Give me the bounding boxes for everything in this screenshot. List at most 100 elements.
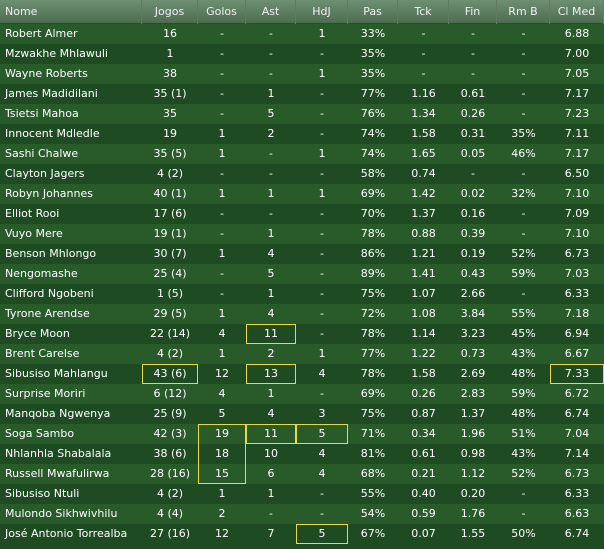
- player-name[interactable]: Robyn Johannes: [5, 187, 93, 200]
- table-row[interactable]: Innocent Mdledle 19 1 2 - 74% 1.58 0.31 35% 7.11: [0, 124, 604, 144]
- stat-clmed: 6.67: [564, 347, 590, 360]
- column-header-jogos[interactable]: Jogos: [142, 0, 198, 24]
- player-name[interactable]: Sibusiso Mahlangu: [5, 367, 108, 380]
- table-row[interactable]: Nhlanhla Shabalala 38 (6) 18 10 4 81% 0.61 0.98…: [0, 444, 604, 464]
- stat-ast: 7: [267, 527, 275, 540]
- stat-rmb: -: [521, 227, 526, 240]
- table-row[interactable]: Robyn Johannes 40 (1) 1 1 1 69% 1.42 0.02 32% 7.1…: [0, 184, 604, 204]
- stat-hdj: 1: [318, 147, 326, 160]
- table-row[interactable]: Elliot Rooi 17 (6) - - - 70% 1.37 0.16 - 7.09: [0, 204, 604, 224]
- column-header-name[interactable]: Nome: [0, 0, 142, 24]
- player-name[interactable]: James Madidilani: [5, 87, 98, 100]
- stat-pas: 70%: [360, 207, 386, 220]
- player-name[interactable]: Mzwakhe Mhlawuli: [5, 47, 108, 60]
- player-name[interactable]: Vuyo Mere: [5, 227, 63, 240]
- player-name[interactable]: Soga Sambo: [5, 427, 75, 440]
- stat-hdj: -: [320, 107, 324, 120]
- player-name[interactable]: Sashi Chalwe: [5, 147, 79, 160]
- stat-rmb: 35%: [511, 127, 536, 140]
- table-row[interactable]: Wayne Roberts 38 - - 1 35% - - - 7.05: [0, 64, 604, 84]
- player-name[interactable]: Bryce Moon: [5, 327, 70, 340]
- stat-fin: -: [471, 167, 475, 180]
- player-name[interactable]: Benson Mhlongo: [5, 247, 97, 260]
- table-row[interactable]: Tsietsi Mahoa 35 - 5 - 76% 1.34 0.26 - 7.23: [0, 104, 604, 124]
- player-name[interactable]: Elliot Rooi: [5, 207, 60, 220]
- table-row[interactable]: Brent Carelse 4 (2) 1 2 1 77% 1.22 0.73 43% 6.67: [0, 344, 604, 364]
- stat-clmed: 7.18: [564, 307, 590, 320]
- table-row[interactable]: Mzwakhe Mhlawuli 1 - - - 35% - - - 7.00: [0, 44, 604, 64]
- column-header-clmed[interactable]: Cl Med: [550, 0, 604, 24]
- table-row[interactable]: Vuyo Mere 19 (1) - 1 - 78% 0.88 0.39 - 7.10: [0, 224, 604, 244]
- player-name[interactable]: Nhlanhla Shabalala: [5, 447, 112, 460]
- stat-clmed: 6.88: [564, 27, 590, 40]
- stat-jogos: 40 (1): [153, 187, 187, 200]
- stat-clmed: 7.14: [564, 447, 590, 460]
- table-row[interactable]: Manqoba Ngwenya 25 (9) 5 4 3 75% 0.87 1.37 48% 6.…: [0, 404, 604, 424]
- stat-pas: 35%: [360, 47, 386, 60]
- stat-clmed: 7.10: [564, 187, 590, 200]
- stat-tck: 0.07: [411, 527, 436, 540]
- table-row[interactable]: Sashi Chalwe 35 (5) 1 - 1 74% 1.65 0.05 46% 7.17: [0, 144, 604, 164]
- player-name[interactable]: Clifford Ngobeni: [5, 287, 94, 300]
- player-name[interactable]: Surprise Moriri: [5, 387, 86, 400]
- stat-ast: 1: [267, 187, 275, 200]
- stat-hdj: -: [320, 267, 324, 280]
- stat-jogos: 35 (1): [153, 87, 187, 100]
- table-row[interactable]: Sibusiso Mahlangu 43 (6) 12 13 4 78% 1.58 2.69 4…: [0, 364, 604, 384]
- table-row[interactable]: Clayton Jagers 4 (2) - - - 58% 0.74 - - 6.50: [0, 164, 604, 184]
- stat-ast: -: [269, 207, 273, 220]
- column-header-golos[interactable]: Golos: [198, 0, 246, 24]
- stat-fin: -: [471, 67, 475, 80]
- table-row[interactable]: Soga Sambo 42 (3) 19 11 5 71% 0.34 1.96 51% 7.04: [0, 424, 604, 444]
- player-name[interactable]: Mulondo Sikhwivhilu: [5, 507, 118, 520]
- player-name[interactable]: Tyrone Arendse: [5, 307, 90, 320]
- stat-jogos: 43 (6): [142, 364, 198, 384]
- player-name[interactable]: Manqoba Ngwenya: [5, 407, 111, 420]
- table-row[interactable]: Tyrone Arendse 29 (5) 1 4 - 72% 1.08 3.84 55% 7.1…: [0, 304, 604, 324]
- stat-golos: 19: [198, 424, 246, 444]
- table-row[interactable]: Sibusiso Ntuli 4 (2) 1 1 - 55% 0.40 0.20 - 6.33: [0, 484, 604, 504]
- table-row[interactable]: Mulondo Sikhwivhilu 4 (4) 2 - - 54% 0.59 1.76 - 6…: [0, 504, 604, 524]
- table-row[interactable]: Clifford Ngobeni 1 (5) - 1 - 75% 1.07 2.66 - 6.33: [0, 284, 604, 304]
- stat-clmed: 6.33: [564, 287, 590, 300]
- table-row[interactable]: Surprise Moriri 6 (12) 4 1 - 69% 0.26 2.83 59% 6.…: [0, 384, 604, 404]
- stat-tck: 1.08: [411, 307, 436, 320]
- player-name[interactable]: Brent Carelse: [5, 347, 80, 360]
- player-name[interactable]: Innocent Mdledle: [5, 127, 100, 140]
- column-header-tck[interactable]: Tck: [398, 0, 449, 24]
- stat-tck: -: [421, 47, 426, 60]
- stat-hdj: 5: [296, 424, 348, 444]
- player-name[interactable]: Robert Almer: [5, 27, 78, 40]
- column-header-fin[interactable]: Fin: [449, 0, 497, 24]
- player-name[interactable]: Russell Mwafulirwa: [5, 467, 110, 480]
- table-row[interactable]: José Antonio Torrealba 27 (16) 12 7 5 67% 0.07…: [0, 524, 604, 544]
- player-name[interactable]: Tsietsi Mahoa: [5, 107, 79, 120]
- table-row[interactable]: Russell Mwafulirwa 28 (16) 15 6 4 68% 0.21 1.12…: [0, 464, 604, 484]
- stat-tck: 1.16: [411, 87, 436, 100]
- column-header-hdj[interactable]: HdJ: [296, 0, 348, 24]
- stat-golos: 12: [215, 527, 229, 540]
- table-row[interactable]: Benson Mhlongo 30 (7) 1 4 - 86% 1.21 0.19 52% 6.7…: [0, 244, 604, 264]
- player-name[interactable]: Clayton Jagers: [5, 167, 85, 180]
- stat-pas: 58%: [360, 167, 386, 180]
- player-name[interactable]: José Antonio Torrealba: [5, 527, 128, 540]
- stat-clmed: 7.03: [564, 267, 590, 280]
- table-row[interactable]: Bryce Moon 22 (14) 4 11 - 78% 1.14 3.23 45% 6.94: [0, 324, 604, 344]
- column-header-rmb[interactable]: Rm B: [497, 0, 550, 24]
- column-header-ast[interactable]: Ast: [246, 0, 296, 24]
- player-name[interactable]: Nengomashe: [5, 267, 78, 280]
- table-row[interactable]: James Madidilani 35 (1) - 1 - 77% 1.16 0.61 - 7.1…: [0, 84, 604, 104]
- stat-ast: 1: [267, 87, 275, 100]
- stat-rmb: 52%: [511, 467, 536, 480]
- table-row[interactable]: Nengomashe 25 (4) - 5 - 89% 1.41 0.43 59% 7.03: [0, 264, 604, 284]
- stat-ast: 1: [267, 387, 275, 400]
- stat-clmed: 6.94: [564, 327, 590, 340]
- player-name[interactable]: Sibusiso Ntuli: [5, 487, 80, 500]
- player-name[interactable]: Wayne Roberts: [5, 67, 88, 80]
- table-row[interactable]: Robert Almer 16 - - 1 33% - - - 6.88: [0, 24, 604, 44]
- stat-fin: 0.31: [460, 127, 486, 140]
- column-header-pas[interactable]: Pas: [348, 0, 398, 24]
- stat-rmb: 43%: [511, 347, 536, 360]
- stat-ast: 4: [267, 307, 275, 320]
- stat-hdj: -: [320, 507, 324, 520]
